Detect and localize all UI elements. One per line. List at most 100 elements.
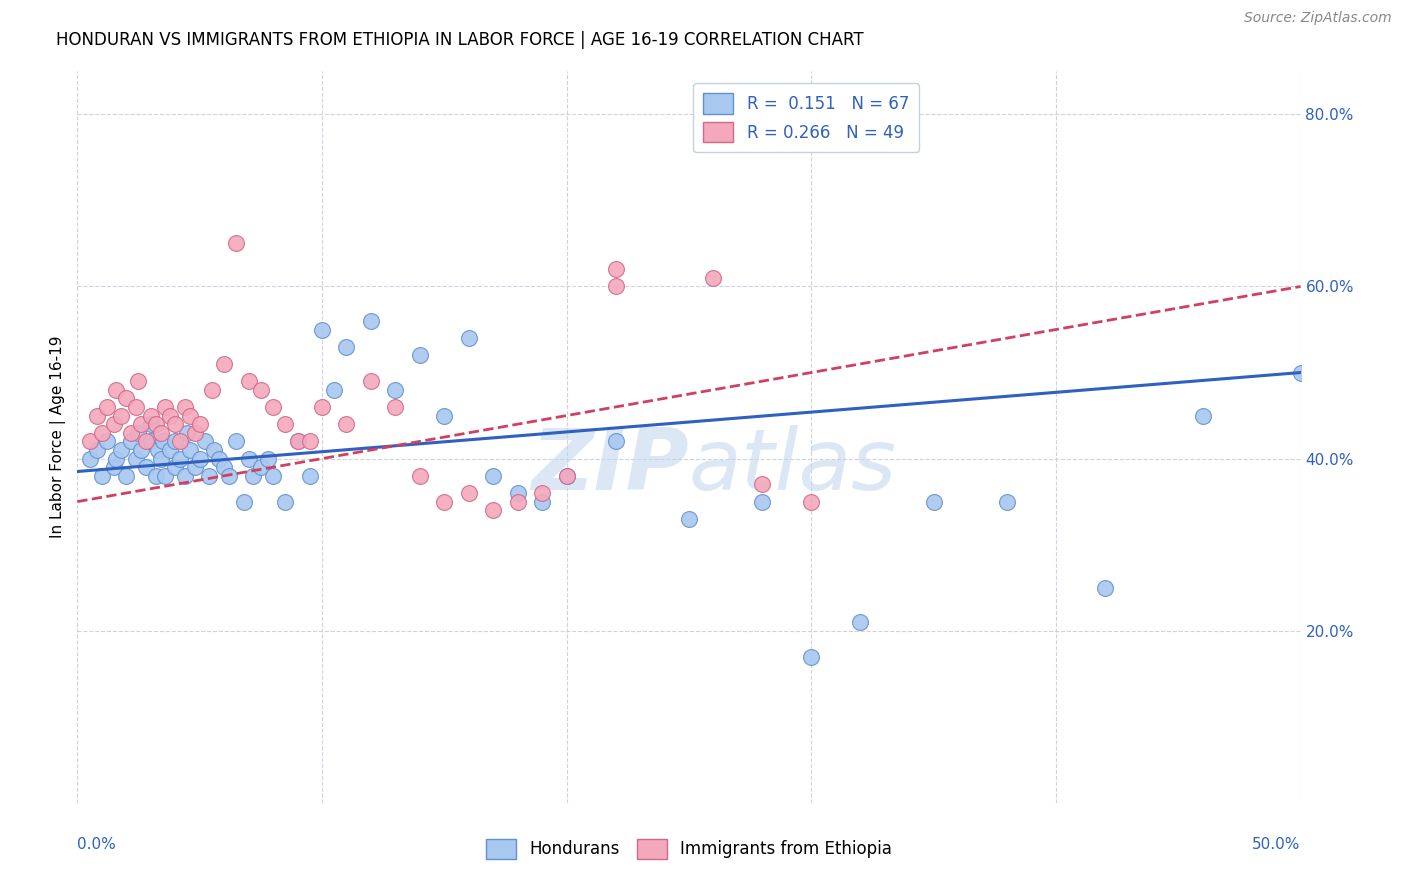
Point xyxy=(145,417,167,432)
Point xyxy=(506,494,529,508)
Point xyxy=(849,615,872,629)
Point xyxy=(250,383,273,397)
Point xyxy=(311,322,333,336)
Point xyxy=(800,494,823,508)
Point xyxy=(238,451,260,466)
Point xyxy=(506,486,529,500)
Text: 0.0%: 0.0% xyxy=(77,837,117,852)
Point xyxy=(335,340,357,354)
Point xyxy=(165,434,187,449)
Point xyxy=(120,434,142,449)
Point xyxy=(103,417,125,432)
Point xyxy=(125,451,148,466)
Legend: Hondurans, Immigrants from Ethiopia: Hondurans, Immigrants from Ethiopia xyxy=(479,832,898,866)
Point xyxy=(139,434,162,449)
Point xyxy=(127,374,149,388)
Point xyxy=(176,425,198,440)
Point xyxy=(105,451,128,466)
Point xyxy=(409,468,432,483)
Point xyxy=(159,409,181,423)
Point xyxy=(125,400,148,414)
Point xyxy=(257,451,280,466)
Point xyxy=(250,460,273,475)
Point xyxy=(678,512,700,526)
Point xyxy=(169,434,191,449)
Point xyxy=(298,468,321,483)
Point xyxy=(751,477,773,491)
Point xyxy=(184,460,207,475)
Point xyxy=(149,451,172,466)
Point xyxy=(115,468,138,483)
Point xyxy=(287,434,309,449)
Text: atlas: atlas xyxy=(689,425,897,508)
Point xyxy=(120,425,142,440)
Point xyxy=(155,400,177,414)
Point xyxy=(193,434,215,449)
Point xyxy=(105,383,128,397)
Point xyxy=(184,425,207,440)
Point xyxy=(115,392,138,406)
Point xyxy=(179,442,201,457)
Point xyxy=(482,503,505,517)
Point xyxy=(90,425,112,440)
Text: ZIP: ZIP xyxy=(531,425,689,508)
Point xyxy=(218,468,240,483)
Point xyxy=(287,434,309,449)
Legend: R =  0.151   N = 67, R = 0.266   N = 49: R = 0.151 N = 67, R = 0.266 N = 49 xyxy=(693,83,920,153)
Point xyxy=(129,442,152,457)
Point xyxy=(1094,581,1116,595)
Point xyxy=(360,374,382,388)
Point xyxy=(384,400,406,414)
Point xyxy=(135,434,157,449)
Point xyxy=(208,451,231,466)
Point xyxy=(242,468,264,483)
Point xyxy=(86,442,108,457)
Point xyxy=(1289,366,1312,380)
Point xyxy=(79,434,101,449)
Point xyxy=(922,494,945,508)
Point xyxy=(103,460,125,475)
Point xyxy=(174,468,197,483)
Point xyxy=(86,409,108,423)
Point xyxy=(335,417,357,432)
Point xyxy=(232,494,254,508)
Point xyxy=(702,271,724,285)
Point xyxy=(384,383,406,397)
Point xyxy=(995,494,1018,508)
Point xyxy=(800,649,823,664)
Point xyxy=(605,262,627,277)
Point xyxy=(212,357,235,371)
Point xyxy=(274,494,297,508)
Point xyxy=(110,442,132,457)
Point xyxy=(139,409,162,423)
Point xyxy=(145,468,167,483)
Point xyxy=(152,434,174,449)
Point xyxy=(531,486,554,500)
Point xyxy=(311,400,333,414)
Point xyxy=(323,383,346,397)
Point xyxy=(262,400,284,414)
Point xyxy=(555,468,578,483)
Point xyxy=(188,451,211,466)
Point xyxy=(139,417,162,432)
Point xyxy=(96,400,118,414)
Point xyxy=(212,460,235,475)
Point xyxy=(433,494,456,508)
Point xyxy=(409,348,432,362)
Point xyxy=(262,468,284,483)
Point xyxy=(298,434,321,449)
Point xyxy=(605,279,627,293)
Point xyxy=(555,468,578,483)
Point xyxy=(79,451,101,466)
Point xyxy=(238,374,260,388)
Point xyxy=(751,494,773,508)
Point xyxy=(96,434,118,449)
Point xyxy=(149,425,172,440)
Point xyxy=(605,434,627,449)
Point xyxy=(198,468,221,483)
Text: HONDURAN VS IMMIGRANTS FROM ETHIOPIA IN LABOR FORCE | AGE 16-19 CORRELATION CHAR: HONDURAN VS IMMIGRANTS FROM ETHIOPIA IN … xyxy=(56,31,863,49)
Point xyxy=(457,331,479,345)
Point xyxy=(1191,409,1213,423)
Point xyxy=(360,314,382,328)
Y-axis label: In Labor Force | Age 16-19: In Labor Force | Age 16-19 xyxy=(51,335,66,539)
